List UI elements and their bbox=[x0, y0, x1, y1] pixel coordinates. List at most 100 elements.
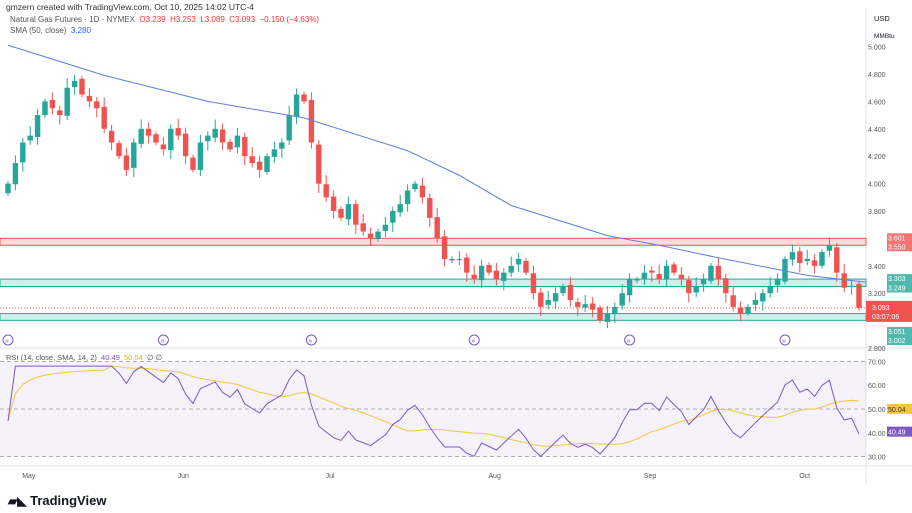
candle-body bbox=[626, 279, 633, 296]
candle-body bbox=[71, 80, 78, 88]
candle-body bbox=[175, 128, 181, 136]
candle-body bbox=[390, 211, 396, 223]
close-value: C3.093 bbox=[229, 15, 256, 24]
candle-body bbox=[271, 149, 278, 157]
chart-legend: Natural Gas Futures · 1D · NYMEX O3.239 … bbox=[10, 14, 319, 36]
candle-body bbox=[834, 247, 840, 273]
candle-body bbox=[767, 286, 773, 294]
candle-body bbox=[205, 135, 211, 142]
candle-body bbox=[160, 144, 167, 150]
candle-body bbox=[397, 204, 403, 213]
candle-body bbox=[782, 258, 788, 282]
last-price-bg bbox=[866, 300, 912, 322]
candle-body bbox=[700, 279, 707, 285]
candle-body bbox=[412, 183, 418, 190]
candle-body bbox=[197, 142, 204, 170]
time-tick: Jun bbox=[178, 473, 189, 480]
zone-label: 3.002 bbox=[888, 338, 906, 345]
candle-body bbox=[723, 278, 729, 294]
candle-body bbox=[449, 258, 455, 261]
price-tick: 2.800 bbox=[868, 346, 886, 353]
event-arrow-icon: » bbox=[5, 338, 9, 345]
candle-body bbox=[182, 133, 189, 157]
candle-body bbox=[508, 265, 514, 273]
candle-body bbox=[49, 100, 56, 109]
symbol-label: Natural Gas Futures · 1D · NYMEX bbox=[10, 15, 135, 24]
candle-body bbox=[649, 270, 655, 273]
event-icon bbox=[624, 334, 636, 346]
zone-band bbox=[0, 313, 867, 321]
rsi-tick: 70.00 bbox=[868, 359, 886, 366]
candle-body bbox=[367, 233, 374, 239]
candle-body bbox=[456, 258, 463, 260]
event-icon bbox=[305, 334, 317, 346]
candle-body bbox=[441, 236, 448, 259]
candle-body bbox=[64, 87, 70, 116]
candle-body bbox=[612, 306, 618, 314]
candle-body bbox=[234, 135, 241, 148]
rsi-tick: 30.00 bbox=[868, 455, 886, 462]
time-tick: Aug bbox=[488, 473, 501, 480]
candle-body bbox=[264, 156, 270, 172]
candle-body bbox=[57, 110, 63, 116]
rsi-last-label: 40.49 bbox=[888, 430, 906, 437]
candle-body bbox=[619, 293, 625, 306]
candle-body bbox=[804, 258, 810, 262]
event-icon bbox=[2, 334, 14, 346]
candle-body bbox=[404, 190, 411, 205]
tradingview-logo: ▰◣ TradingView bbox=[8, 493, 107, 508]
candle-body bbox=[752, 300, 759, 305]
candle-body bbox=[478, 265, 485, 281]
candle-body bbox=[108, 130, 115, 143]
candle-body bbox=[427, 197, 433, 218]
candle-body bbox=[249, 156, 255, 164]
sma-line bbox=[7, 44, 867, 283]
candle-body bbox=[538, 292, 544, 307]
candle-body bbox=[737, 307, 744, 314]
candle-body bbox=[745, 306, 751, 314]
rsi-ma-value: 50.04 bbox=[124, 353, 143, 362]
candle-body bbox=[256, 161, 263, 170]
candle-body bbox=[219, 129, 226, 143]
rsi-extra: ∅ ∅ bbox=[146, 353, 163, 362]
time-tick: Sep bbox=[644, 473, 657, 480]
candle-body bbox=[227, 141, 233, 150]
candle-body bbox=[94, 101, 100, 109]
candle-body bbox=[34, 115, 41, 138]
candle-body bbox=[760, 293, 766, 302]
candle-body bbox=[530, 273, 537, 294]
candle-body bbox=[360, 223, 366, 232]
candle-body bbox=[323, 184, 329, 198]
price-tick: 3.800 bbox=[868, 209, 886, 216]
candle-body bbox=[597, 307, 603, 321]
zone-label: 3.601 bbox=[888, 235, 906, 242]
candle-body bbox=[353, 204, 359, 225]
candle-body bbox=[789, 252, 796, 260]
zone-label: 3.249 bbox=[888, 285, 906, 292]
event-icon bbox=[468, 334, 480, 346]
candle-body bbox=[27, 135, 33, 141]
candle-body bbox=[604, 313, 611, 322]
candle-body bbox=[101, 106, 107, 129]
zone-label: 3.303 bbox=[888, 276, 906, 283]
candle-body bbox=[123, 155, 130, 170]
zone-label-bg bbox=[887, 327, 912, 345]
candle-body bbox=[545, 300, 551, 305]
rsi-ma-last-bg bbox=[887, 403, 912, 414]
candle-body bbox=[338, 208, 344, 218]
rsi-legend: RSI (14, close, SMA, 14, 2) 40.49 50.04 … bbox=[6, 353, 162, 362]
candle-body bbox=[708, 265, 714, 281]
price-tick: 4.400 bbox=[868, 127, 886, 134]
event-arrow-icon: » bbox=[627, 338, 631, 345]
candle-body bbox=[419, 185, 426, 198]
candle-body bbox=[42, 101, 48, 116]
candle-body bbox=[145, 128, 152, 136]
rsi-label: RSI (14, close, SMA, 14, 2) bbox=[6, 353, 97, 362]
candle-body bbox=[686, 280, 692, 294]
event-icon bbox=[779, 334, 791, 346]
candle-body bbox=[678, 274, 685, 280]
candle-body bbox=[190, 157, 196, 170]
candle-body bbox=[730, 295, 736, 307]
event-arrow-icon: » bbox=[160, 338, 164, 345]
